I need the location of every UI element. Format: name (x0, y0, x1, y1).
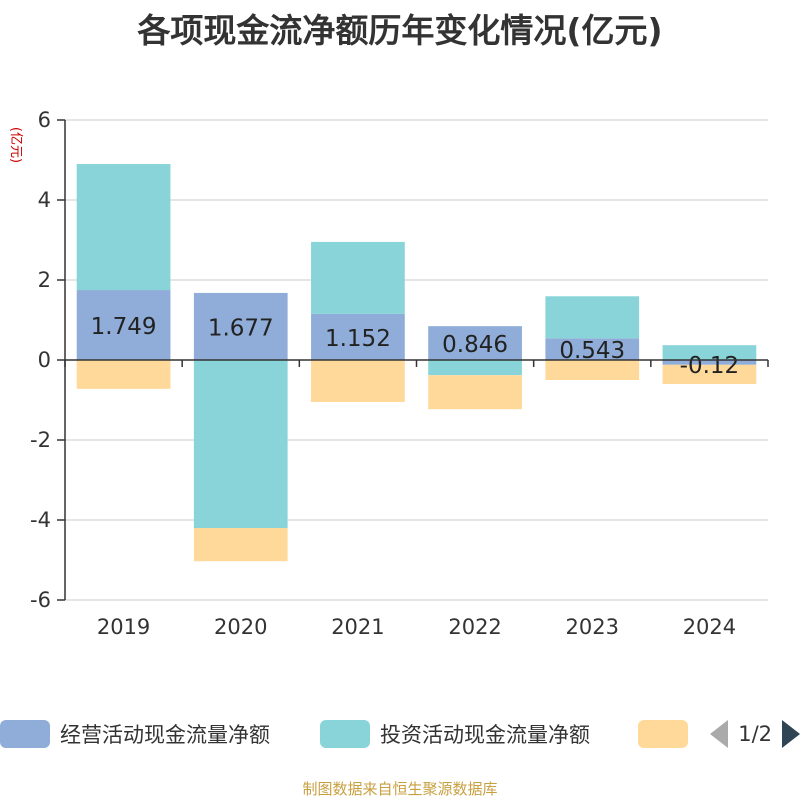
x-tick-label: 2020 (214, 615, 267, 639)
bar-s1-2023 (545, 296, 640, 339)
bar-s2-2020 (193, 528, 288, 562)
legend-label-operating: 经营活动现金流量净额 (60, 723, 270, 747)
legend-swatch-financing (638, 720, 688, 748)
bar-s2-2024 (662, 364, 757, 384)
data-label: 1.677 (208, 315, 274, 341)
y-tick-label: 0 (38, 348, 51, 372)
bar-s1-2024 (662, 345, 757, 360)
y-tick-label: -2 (30, 428, 51, 452)
bar-s1-2020 (193, 360, 288, 528)
bar-s0-2020 (193, 292, 288, 360)
bar-s2-2021 (311, 360, 405, 402)
legend-item-financing[interactable] (638, 716, 688, 752)
y-tick-label: 2 (38, 268, 51, 292)
bar-s0-2023 (545, 338, 640, 360)
y-tick-label: 6 (38, 108, 51, 132)
bar-s0-2024 (662, 360, 757, 365)
x-tick-label: 2019 (97, 615, 150, 639)
bar-s1-2021 (311, 241, 405, 314)
x-tick-label: 2024 (683, 615, 736, 639)
legend-swatch-investing (320, 720, 370, 748)
data-label: 1.152 (325, 326, 391, 352)
legend: 经营活动现金流量净额 投资活动现金流量净额 (0, 716, 800, 752)
bar-s2-2019 (76, 360, 171, 389)
legend-item-operating[interactable]: 经营活动现金流量净额 (0, 716, 270, 752)
legend-prev-arrow-icon[interactable] (710, 720, 729, 748)
bar-s1-2022 (428, 360, 522, 376)
legend-next-arrow-icon[interactable] (782, 720, 800, 748)
legend-item-investing[interactable]: 投资活动现金流量净额 (320, 716, 590, 752)
bar-s0-2021 (311, 313, 405, 360)
bar-s0-2019 (76, 290, 171, 360)
x-tick-label: 2023 (566, 615, 619, 639)
data-label: 0.846 (442, 332, 508, 358)
bar-s2-2023 (545, 360, 640, 380)
y-tick-label: -6 (30, 588, 51, 612)
chart-title: 各项现金流净额历年变化情况(亿元) (137, 11, 663, 50)
y-tick-label: -4 (30, 508, 51, 532)
legend-swatch-operating (0, 720, 50, 748)
bar-s2-2022 (428, 375, 522, 410)
bar-s0-2022 (428, 326, 522, 360)
y-axis-unit: (亿元) (8, 127, 23, 163)
x-tick-label: 2022 (448, 615, 501, 639)
legend-label-investing: 投资活动现金流量净额 (380, 723, 590, 747)
data-label: 1.749 (91, 314, 157, 340)
y-tick-label: 4 (38, 188, 51, 212)
data-label: -0.12 (680, 353, 740, 379)
x-tick-label: 2021 (331, 615, 384, 639)
legend-pager: 1/2 (710, 716, 800, 752)
data-source-note: 制图数据来自恒生聚源数据库 (302, 780, 498, 798)
legend-page-indicator: 1/2 (738, 722, 772, 746)
bar-s1-2019 (76, 164, 171, 291)
